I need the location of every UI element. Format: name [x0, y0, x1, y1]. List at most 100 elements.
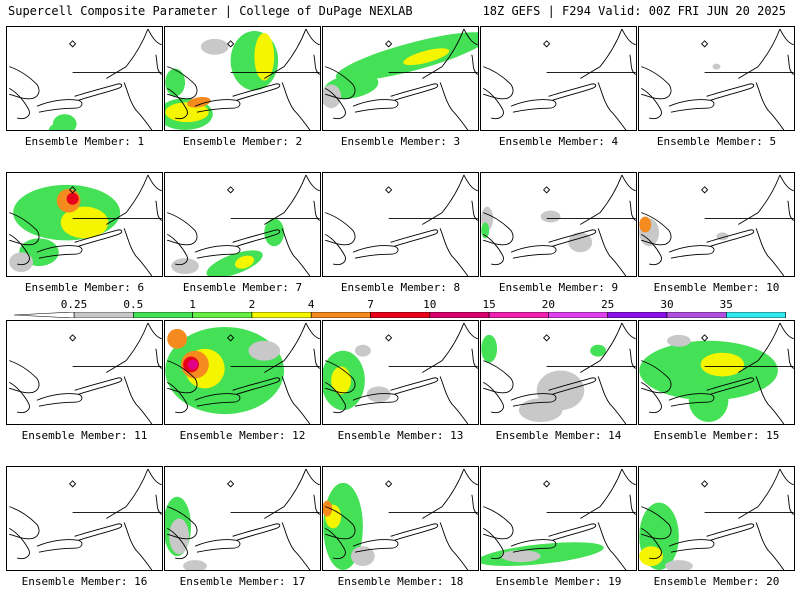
station-marker-icon: [543, 334, 551, 342]
scp-shading: [323, 482, 375, 570]
member-map: [323, 322, 478, 424]
station-marker-icon: [701, 40, 709, 48]
member-map: [639, 322, 794, 424]
station-marker-icon: [385, 334, 393, 342]
member-map: [481, 322, 636, 424]
legend-swatch: [370, 312, 431, 318]
page-title: Supercell Composite Parameter | College …: [8, 4, 413, 18]
member-map: [167, 174, 320, 276]
station-marker-icon: [543, 480, 551, 488]
ensemble-member-panel: [480, 26, 637, 131]
basemap-outline: [483, 28, 636, 130]
legend-swatch: [192, 312, 253, 318]
legend-swatch: [429, 312, 490, 318]
member-caption: Ensemble Member: 6: [24, 281, 145, 294]
ensemble-member-panel: [480, 320, 637, 425]
legend-swatch: [251, 312, 312, 318]
member-caption: Ensemble Member: 11: [21, 429, 148, 442]
ensemble-member-panel: [638, 466, 795, 571]
station-marker-icon: [385, 40, 393, 48]
legend-swatch: [310, 312, 371, 318]
station-marker-icon: [227, 334, 235, 342]
scp-shading: [481, 542, 604, 567]
scp-shading: [171, 218, 285, 276]
basemap-outline: [641, 468, 794, 570]
basemap-outline: [483, 322, 636, 424]
station-marker-icon: [69, 480, 77, 488]
scp-shading: [712, 63, 721, 70]
member-map: [483, 28, 636, 130]
member-map: [9, 28, 162, 130]
legend-level-label: 0.5: [123, 298, 144, 311]
station-marker-icon: [227, 40, 235, 48]
legend-swatch: [725, 312, 786, 318]
member-caption: Ensemble Member: 17: [179, 575, 306, 588]
station-marker-icon: [543, 186, 551, 194]
legend-level-label: 7: [367, 298, 374, 311]
run-info: 18Z GEFS | F294 Valid: 00Z FRI JUN 20 20…: [482, 4, 786, 18]
member-caption: Ensemble Member: 20: [653, 575, 780, 588]
member-caption: Ensemble Member: 13: [337, 429, 464, 442]
member-caption: Ensemble Member: 19: [495, 575, 622, 588]
basemap-outline: [325, 468, 478, 570]
station-marker-icon: [69, 186, 77, 194]
member-caption: Ensemble Member: 16: [21, 575, 148, 588]
member-caption: Ensemble Member: 5: [656, 135, 777, 148]
scp-shading: [639, 502, 693, 570]
legend-level-label: 15: [482, 298, 496, 311]
member-map: [165, 322, 320, 424]
scp-shading: [639, 216, 729, 247]
basemap-outline: [9, 468, 162, 570]
member-map: [481, 468, 636, 570]
legend-swatch: [607, 312, 668, 318]
member-caption: Ensemble Member: 10: [653, 281, 780, 294]
scp-shading: [323, 344, 391, 411]
member-map: [9, 174, 162, 276]
station-marker-icon: [701, 480, 709, 488]
legend-level-label: 30: [660, 298, 674, 311]
legend-swatch: [133, 312, 193, 318]
member-map: [165, 468, 320, 570]
basemap-outline: [641, 174, 794, 276]
ensemble-member-panel: [480, 466, 637, 571]
member-map: [9, 468, 162, 570]
member-caption: Ensemble Member: 9: [498, 281, 619, 294]
ensemble-member-panel: [6, 172, 163, 277]
station-marker-icon: [227, 480, 235, 488]
basemap-outline: [167, 28, 320, 130]
member-map: [641, 28, 794, 130]
member-map: [165, 28, 320, 130]
member-caption: Ensemble Member: 3: [340, 135, 461, 148]
scp-shading: [481, 334, 607, 423]
member-map: [481, 174, 636, 276]
ensemble-member-panel: [6, 466, 163, 571]
member-map: [639, 468, 794, 570]
basemap-outline: [9, 28, 162, 130]
basemap-outline: [483, 468, 636, 570]
station-marker-icon: [701, 334, 709, 342]
station-marker-icon: [543, 40, 551, 48]
member-caption: Ensemble Member: 12: [179, 429, 306, 442]
ensemble-member-panel: [164, 172, 321, 277]
legend-swatch: [666, 312, 727, 318]
legend-swatch: [73, 312, 134, 318]
basemap-outline: [167, 174, 320, 276]
basemap-outline: [483, 174, 636, 276]
legend-bar: [13, 312, 786, 318]
ensemble-member-panel: [164, 26, 321, 131]
basemap-outline: [325, 322, 478, 424]
member-map: [323, 468, 478, 570]
legend-level-label: 25: [601, 298, 615, 311]
ensemble-member-panel: [164, 466, 321, 571]
legend-level-label: 1: [189, 298, 196, 311]
member-map: [639, 174, 794, 276]
legend-left-arrow-icon: [13, 312, 75, 318]
basemap-outline: [641, 28, 794, 130]
member-caption: Ensemble Member: 7: [182, 281, 303, 294]
station-marker-icon: [69, 40, 77, 48]
station-marker-icon: [385, 480, 393, 488]
ensemble-member-panel: [480, 172, 637, 277]
station-marker-icon: [701, 186, 709, 194]
ensemble-member-panel: [322, 320, 479, 425]
legend-level-label: 2: [248, 298, 256, 311]
